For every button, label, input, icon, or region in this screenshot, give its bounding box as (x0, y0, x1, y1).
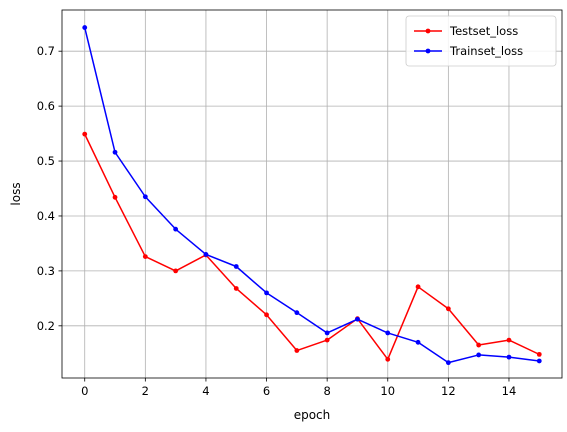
data-point-trainset-loss (112, 149, 118, 155)
y-tick-label: 0.2 (37, 319, 55, 333)
data-point-testset-loss (476, 342, 482, 348)
data-point-testset-loss (173, 268, 179, 274)
y-tick-label: 0.6 (37, 99, 55, 113)
y-tick-label: 0.3 (37, 264, 55, 278)
data-point-trainset-loss (445, 360, 451, 366)
data-point-trainset-loss (294, 310, 300, 316)
data-point-trainset-loss (173, 226, 179, 232)
x-tick-label: 2 (142, 384, 149, 398)
x-tick-label: 14 (502, 384, 517, 398)
data-point-trainset-loss (415, 339, 421, 345)
data-point-testset-loss (445, 306, 451, 312)
legend-label-testset-loss: Testset_loss (449, 24, 518, 38)
data-point-trainset-loss (385, 330, 391, 336)
legend: Testset_loss Trainset_loss (405, 15, 557, 67)
data-point-trainset-loss (355, 316, 360, 322)
data-point-trainset-loss (536, 358, 542, 364)
x-tick-label: 6 (263, 384, 270, 398)
data-point-testset-loss (142, 254, 148, 260)
x-tick-label: 8 (323, 384, 330, 398)
legend-marker-testset-loss (425, 28, 431, 34)
y-tick-label: 0.5 (37, 154, 55, 168)
data-point-testset-loss (233, 286, 239, 291)
x-tick-label: 12 (441, 384, 456, 398)
x-tick-label: 10 (380, 384, 395, 398)
legend-box (405, 15, 557, 67)
data-point-trainset-loss (476, 352, 482, 358)
x-tick-label: 0 (81, 384, 88, 398)
axis-ticks: 0 2 4 6 8 10 12 14 0.2 0.3 0.4 0.5 0.6 0.7 (37, 44, 517, 398)
data-point-testset-loss (82, 131, 88, 137)
data-point-trainset-loss (233, 264, 239, 269)
data-point-testset-loss (415, 284, 421, 290)
data-point-testset-loss (385, 356, 391, 362)
data-point-trainset-loss (82, 25, 88, 30)
x-axis-label: epoch (294, 408, 331, 422)
series-lines (82, 25, 542, 366)
data-point-testset-loss (294, 348, 300, 353)
legend-label-trainset-loss: Trainset_loss (449, 44, 523, 58)
series-line-testset-loss (84, 133, 540, 361)
plot-frame (61, 9, 563, 379)
data-point-trainset-loss (142, 194, 148, 200)
data-point-trainset-loss (506, 354, 512, 360)
y-axis-label: loss (9, 182, 23, 205)
data-point-testset-loss (536, 351, 542, 357)
data-point-testset-loss (324, 337, 330, 343)
series-line-trainset-loss (84, 27, 540, 364)
data-point-testset-loss (264, 312, 269, 318)
data-point-testset-loss (506, 337, 512, 343)
legend-marker-trainset-loss (425, 48, 431, 54)
y-tick-label: 0.7 (37, 44, 55, 58)
data-point-trainset-loss (324, 330, 330, 336)
data-point-testset-loss (112, 194, 118, 200)
data-point-trainset-loss (264, 290, 269, 296)
x-tick-label: 4 (202, 384, 209, 398)
data-point-trainset-loss (203, 252, 209, 257)
y-tick-label: 0.4 (37, 209, 55, 223)
